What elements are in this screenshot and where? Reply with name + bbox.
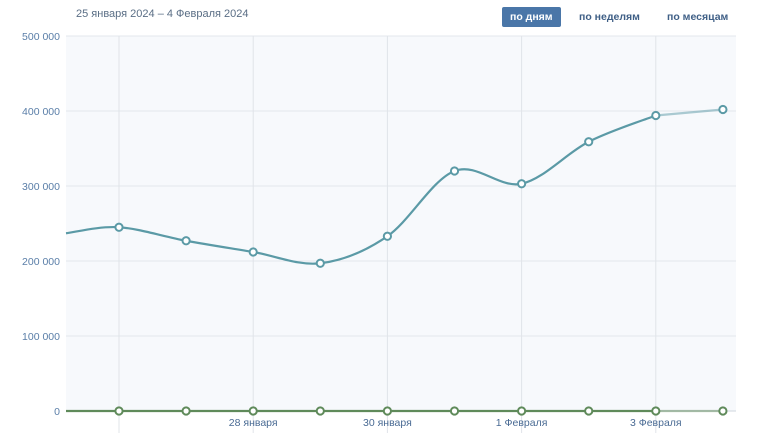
data-point (449, 406, 460, 416)
series-line (65, 114, 657, 265)
data-point (651, 406, 661, 416)
x-tick-label: 30 января (363, 417, 412, 429)
x-tick-label: 28 января (229, 417, 278, 429)
data-point (584, 406, 594, 416)
data-point (651, 110, 661, 121)
period-month-button[interactable]: по месяцам (667, 11, 729, 23)
y-tick-label: 300 000 (22, 181, 60, 193)
x-tick-label: 3 Февраля (630, 417, 682, 429)
period-day-button[interactable]: по дням (502, 7, 561, 27)
y-tick-label: 0 (54, 406, 60, 418)
x-tick-label: 1 Февраля (496, 417, 548, 429)
period-week-button[interactable]: по неделям (579, 11, 640, 23)
data-point (114, 406, 124, 416)
y-tick-label: 400 000 (22, 106, 60, 118)
data-point (315, 258, 325, 268)
data-point (382, 231, 392, 241)
data-point (114, 222, 124, 232)
data-point (718, 406, 728, 416)
data-point (517, 179, 527, 189)
y-tick-label: 100 000 (22, 331, 60, 343)
data-point (248, 406, 258, 416)
data-point (248, 247, 258, 257)
data-point (181, 406, 191, 416)
data-point (449, 166, 460, 176)
data-point (584, 137, 594, 147)
data-point (315, 406, 325, 416)
y-tick-label: 200 000 (22, 256, 60, 268)
date-range-label: 25 января 2024 – 4 Февраля 2024 (76, 8, 249, 20)
y-tick-label: 500 000 (22, 31, 60, 43)
data-point (718, 104, 728, 115)
data-point (181, 236, 191, 246)
data-point (517, 406, 527, 416)
data-point (382, 406, 392, 416)
